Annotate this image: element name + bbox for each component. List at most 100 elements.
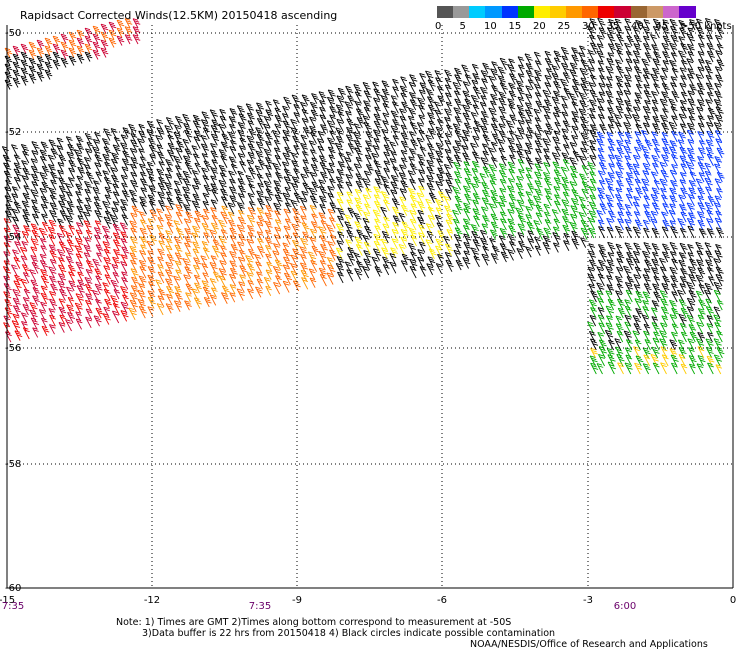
wind-barb bbox=[544, 99, 552, 111]
wind-barb bbox=[49, 324, 56, 335]
wind-barb bbox=[482, 215, 490, 226]
wind-barb bbox=[129, 147, 137, 160]
wind-barb bbox=[68, 280, 77, 292]
wind-barb bbox=[128, 123, 137, 136]
wind-barb bbox=[598, 226, 605, 239]
wind-barb bbox=[680, 187, 689, 199]
wind-barb bbox=[68, 271, 76, 284]
wind-barb bbox=[544, 82, 552, 95]
wind-barb bbox=[129, 220, 138, 232]
wind-barb bbox=[688, 290, 697, 303]
wind-barb bbox=[140, 244, 147, 255]
wind-barb bbox=[353, 84, 362, 96]
wind-barb bbox=[139, 196, 147, 207]
legend-label: 20 bbox=[533, 21, 546, 32]
legend-label: 5 bbox=[459, 21, 466, 32]
wind-barb bbox=[373, 240, 381, 253]
wind-barb bbox=[607, 298, 616, 311]
wind-barb bbox=[41, 181, 50, 193]
wind-barb bbox=[192, 193, 201, 205]
y-tick-label: -54 bbox=[5, 232, 21, 243]
wind-barb bbox=[212, 239, 221, 250]
wind-barb bbox=[400, 140, 409, 152]
wind-barb bbox=[85, 299, 92, 313]
wind-barb bbox=[427, 127, 436, 140]
wind-barb bbox=[49, 258, 57, 271]
wind-barb bbox=[92, 258, 101, 271]
wind-barb bbox=[401, 101, 409, 112]
wind-barb bbox=[165, 230, 172, 242]
wind-barb bbox=[146, 128, 155, 141]
wind-barb bbox=[50, 171, 58, 183]
wind-barb bbox=[85, 171, 95, 185]
wind-barb bbox=[535, 212, 543, 224]
wind-barb bbox=[589, 178, 597, 191]
wind-barb bbox=[650, 194, 659, 207]
wind-barb bbox=[209, 109, 219, 122]
wind-barb bbox=[617, 362, 625, 375]
wind-barb bbox=[463, 161, 471, 173]
wind-barb bbox=[301, 190, 308, 202]
wind-barb bbox=[157, 151, 166, 164]
wind-barb bbox=[455, 203, 463, 215]
wind-barb bbox=[129, 292, 138, 304]
wind-barb bbox=[362, 235, 370, 247]
legend-swatch bbox=[630, 6, 648, 18]
wind-barb bbox=[22, 304, 31, 316]
wind-barb bbox=[679, 242, 688, 255]
wind-barb bbox=[185, 211, 194, 223]
wind-barb bbox=[148, 176, 156, 189]
wind-barb bbox=[588, 210, 597, 223]
wind-barb bbox=[86, 141, 94, 153]
wind-barb bbox=[94, 154, 103, 167]
wind-barb bbox=[112, 201, 120, 212]
wind-barb bbox=[182, 186, 191, 199]
wind-barb bbox=[689, 258, 698, 271]
legend-swatch bbox=[517, 6, 535, 18]
wind-barb bbox=[607, 361, 616, 375]
wind-barb bbox=[94, 132, 101, 143]
wind-barb bbox=[103, 265, 111, 277]
wind-barb bbox=[104, 298, 112, 309]
wind-barb bbox=[96, 252, 103, 263]
wind-barb bbox=[689, 331, 698, 343]
wind-barb bbox=[92, 139, 100, 151]
wind-barb bbox=[112, 144, 121, 156]
wind-barb bbox=[596, 363, 604, 375]
wind-barb bbox=[137, 298, 146, 311]
wind-barbs-layer bbox=[1, 17, 725, 375]
wind-barb bbox=[139, 163, 146, 175]
wind-barb bbox=[606, 259, 615, 271]
wind-barb bbox=[624, 281, 634, 295]
wind-barb bbox=[597, 114, 605, 127]
wind-barb bbox=[58, 185, 67, 197]
wind-barb bbox=[49, 314, 56, 327]
wind-barb bbox=[390, 95, 398, 106]
wind-barb bbox=[201, 240, 209, 252]
legend-swatch bbox=[437, 6, 454, 18]
wind-barb bbox=[56, 145, 64, 157]
wind-barb bbox=[705, 147, 714, 159]
wind-barb bbox=[104, 274, 112, 285]
wind-barb bbox=[651, 187, 660, 199]
wind-barb bbox=[111, 158, 119, 172]
wind-barb bbox=[67, 311, 76, 324]
wind-barb bbox=[93, 315, 102, 327]
wind-barb bbox=[661, 251, 670, 263]
wind-barb bbox=[481, 253, 490, 266]
wind-barb bbox=[31, 150, 39, 162]
wind-barb bbox=[112, 272, 120, 284]
wind-barb bbox=[112, 256, 120, 268]
wind-barb bbox=[192, 153, 200, 165]
wind-barb bbox=[111, 207, 119, 220]
wind-barb bbox=[157, 256, 164, 268]
wind-barb bbox=[30, 255, 39, 266]
wind-barb bbox=[643, 268, 651, 279]
wind-barb bbox=[625, 226, 633, 239]
wind-barb bbox=[265, 109, 274, 120]
wind-barb bbox=[13, 201, 22, 213]
wind-barb bbox=[598, 322, 606, 335]
wind-barb bbox=[75, 237, 84, 250]
wind-barb bbox=[293, 216, 302, 228]
wind-barb bbox=[635, 83, 643, 95]
